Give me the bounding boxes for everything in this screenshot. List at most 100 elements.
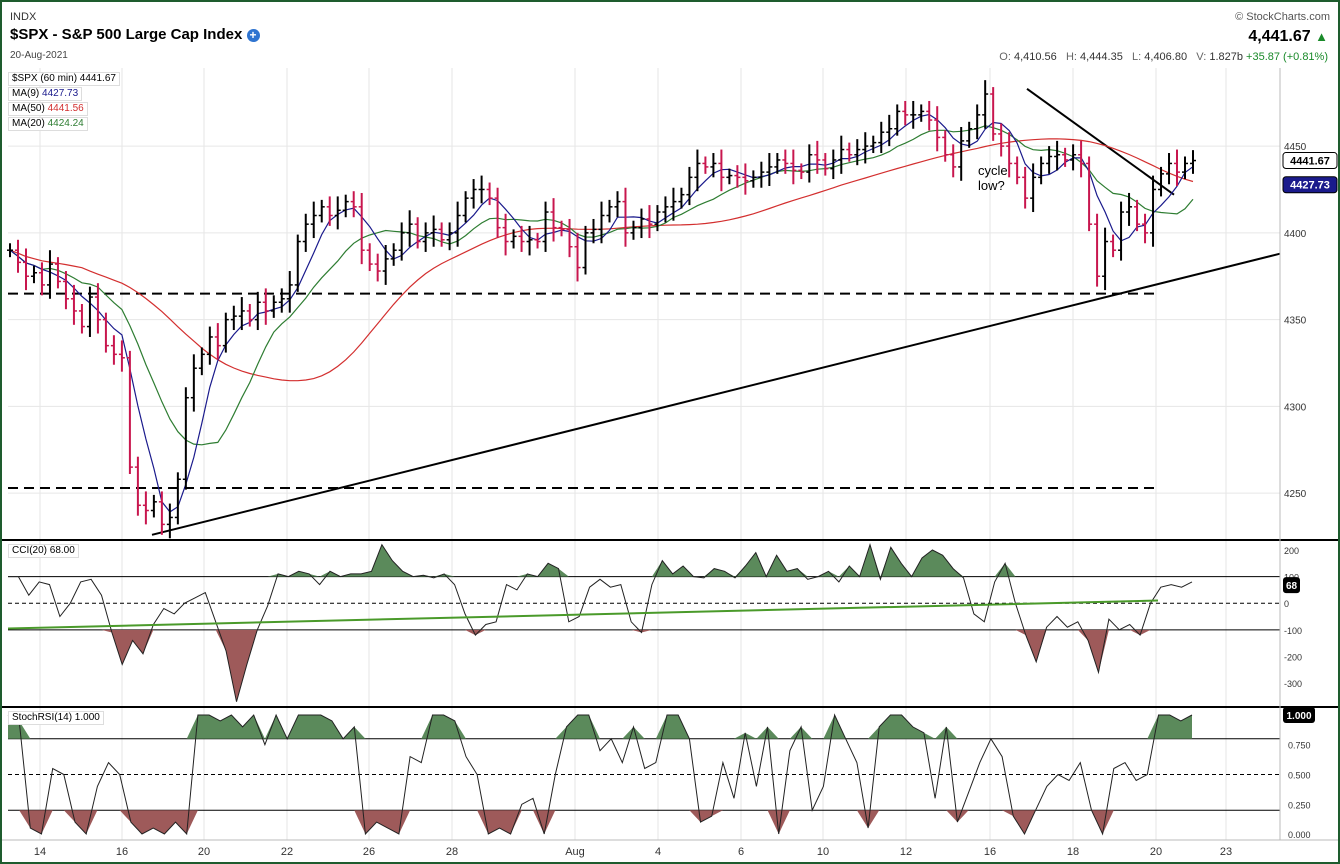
cci-overbought-fill <box>8 544 1192 577</box>
price-bar <box>374 253 381 282</box>
price-bar <box>1054 140 1061 171</box>
stoch-layer <box>7 713 1280 836</box>
x-tick-label: 26 <box>363 846 375 858</box>
low-value: 4,406.80 <box>1144 51 1188 63</box>
add-to-list-icon[interactable]: + <box>246 29 260 42</box>
x-tick-label: 22 <box>281 846 293 858</box>
price-bar <box>430 215 437 247</box>
price-bar <box>382 245 389 285</box>
price-bar <box>686 166 693 206</box>
price-bar <box>134 456 141 516</box>
price-bar <box>366 243 373 272</box>
stochrsi-line <box>7 713 1193 836</box>
price-bar <box>694 149 701 192</box>
price-bar <box>798 163 805 180</box>
price-bar <box>566 218 573 258</box>
price-bar <box>1174 149 1181 186</box>
annotation-line2: low? <box>978 178 1005 193</box>
price-bar <box>790 149 797 185</box>
price-bar <box>7 243 13 258</box>
x-tick-label: 14 <box>34 846 46 858</box>
price-bar <box>1118 201 1125 261</box>
volume-label: V: <box>1196 51 1207 63</box>
downtrend-line <box>1026 88 1175 196</box>
cci-y-tick: -100 <box>1284 626 1302 636</box>
price-bar <box>150 494 157 518</box>
price-bar <box>318 199 325 223</box>
price-bar <box>526 225 533 256</box>
price-bar <box>78 304 85 334</box>
price-y-tick: 4350 <box>1284 316 1307 327</box>
price-bar <box>926 100 933 131</box>
price-bar <box>574 232 581 282</box>
price-y-tick: 4300 <box>1284 402 1307 413</box>
cci-oversold-fill <box>8 629 1192 702</box>
cci-y-tick: -300 <box>1284 679 1302 689</box>
x-tick-label: 10 <box>817 846 829 858</box>
low-label: L: <box>1132 51 1142 63</box>
up-arrow-icon: ▲ <box>1315 29 1328 44</box>
price-bar <box>662 196 669 223</box>
ma50-line <box>9 138 1194 382</box>
cci-line <box>8 543 1193 702</box>
price-bar <box>518 225 525 252</box>
cci-y-tick: 200 <box>1284 546 1299 556</box>
price-bar <box>142 491 149 525</box>
price-bar <box>894 104 901 136</box>
legend-ma20: MA(20) 4424.24 <box>8 117 88 131</box>
legend-ma20-value: 4424.24 <box>47 118 84 129</box>
price-bar <box>126 350 133 475</box>
stoch-oversold-fill <box>8 810 1192 835</box>
legend-ma50: MA(50) 4441.56 <box>8 102 88 116</box>
legend-stochrsi: StochRSI(14) 1.000 <box>8 711 104 725</box>
price-bar <box>486 182 493 206</box>
price-bar <box>1094 213 1101 287</box>
cci-y-tick: -200 <box>1284 652 1302 662</box>
price-bar <box>206 326 213 365</box>
ma20-line <box>9 125 1194 446</box>
price-bar <box>1014 156 1021 185</box>
price-bar <box>814 140 821 174</box>
open-value: 4,410.56 <box>1013 51 1057 63</box>
price-bar <box>494 187 501 239</box>
cci-layer <box>7 543 1280 702</box>
stoch-last-tag-bg <box>1283 706 1315 723</box>
price-bar <box>830 149 837 180</box>
price-bar <box>1158 166 1165 197</box>
legend-ma9: MA(9) 4427.73 <box>8 87 83 101</box>
price-bar <box>878 121 885 154</box>
price-y-tick: 4450 <box>1284 142 1307 153</box>
price-bar <box>918 104 925 122</box>
price-bar <box>1150 175 1157 247</box>
stoch-last-tag: 1.000 <box>1283 706 1315 723</box>
price-bar <box>1110 234 1117 258</box>
cci-last-tag: 68 <box>1283 577 1300 594</box>
price-bar <box>1126 192 1133 226</box>
legend-ma9-value: 4427.73 <box>42 88 79 99</box>
price-bar <box>158 491 165 535</box>
price-bar <box>174 472 181 525</box>
price-bar <box>342 194 349 218</box>
price-bar <box>1078 140 1085 178</box>
price-bar <box>982 80 989 129</box>
price-bar <box>1022 166 1029 209</box>
price-bar <box>462 191 469 223</box>
price-bar <box>678 187 685 209</box>
legend-ma50-name: MA(50) <box>12 103 45 114</box>
price-layer <box>7 80 1281 539</box>
volume-value: 1.827b <box>1209 51 1243 63</box>
chart-title-text: $SPX - S&P 500 Large Cap Index <box>10 26 243 43</box>
price-bar <box>934 106 941 152</box>
legend-cci: CCI(20) 68.00 <box>8 544 79 558</box>
x-tick-label: 23 <box>1220 846 1232 858</box>
cci-y-tick: 0 <box>1284 599 1289 609</box>
price-bar <box>622 187 629 247</box>
price-bar <box>70 284 77 325</box>
price-bar <box>990 87 997 141</box>
price-bar <box>742 163 749 195</box>
cycle-low-annotation: cycle low? <box>978 163 1008 193</box>
price-bar <box>766 153 773 186</box>
chart-date: 20-Aug-2021 <box>10 50 68 61</box>
legend-price: $SPX (60 min) 4441.67 <box>8 72 120 86</box>
price-bar <box>390 243 397 266</box>
